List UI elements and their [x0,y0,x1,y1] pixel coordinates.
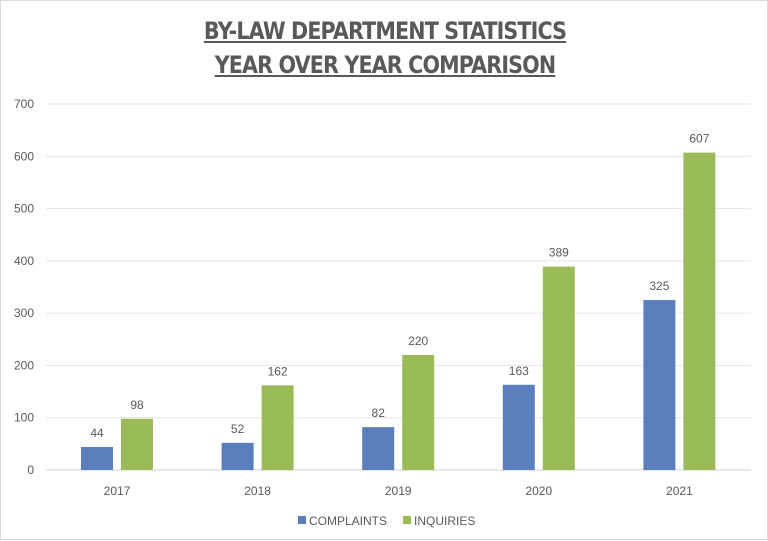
bar-inquiries-2021 [683,152,716,470]
x-tick-label: 2018 [244,484,271,498]
data-label: 98 [130,398,144,412]
data-label: 82 [372,406,386,420]
y-tick-label: 200 [14,358,34,372]
data-label: 607 [689,132,709,146]
x-tick-label: 2017 [104,484,131,498]
y-tick-label: 0 [27,463,34,477]
data-label: 389 [549,246,569,260]
data-label: 44 [90,426,104,440]
data-label: 163 [509,364,529,378]
y-tick-label: 600 [14,149,34,163]
data-label: 52 [231,422,245,436]
chart-title-line-2: YEAR OVER YEAR COMPARISON [214,51,556,79]
y-tick-label: 700 [14,97,34,111]
bar-inquiries-2018 [261,385,294,470]
x-tick-label: 2020 [525,484,552,498]
legend-swatch-inquiries [403,516,412,524]
bar-complaints-2017 [81,446,113,470]
bar-complaints-2021 [643,300,676,470]
bar-inquiries-2020 [542,266,575,470]
legend-label-inquiries: INQUIRIES [414,514,475,528]
legend-swatch-complaints [298,516,306,524]
data-label: 162 [268,364,288,378]
y-tick-label: 100 [14,411,34,425]
bar-inquiries-2019 [402,354,435,470]
bar-complaints-2018 [221,442,254,470]
y-tick-label: 500 [14,202,34,216]
y-tick-label: 300 [14,306,34,320]
bar-inquiries-2017 [121,418,153,470]
x-tick-label: 2021 [666,484,693,498]
x-tick-label: 2019 [385,484,412,498]
legend-label-complaints: COMPLAINTS [309,514,387,528]
chart-title-line-1: BY-LAW DEPARTMENT STATISTICS [203,17,567,45]
bar-complaints-2020 [502,384,535,470]
data-label: 220 [408,334,428,348]
y-tick-label: 400 [14,254,34,268]
bar-complaints-2019 [362,427,395,470]
data-label: 325 [649,279,669,293]
